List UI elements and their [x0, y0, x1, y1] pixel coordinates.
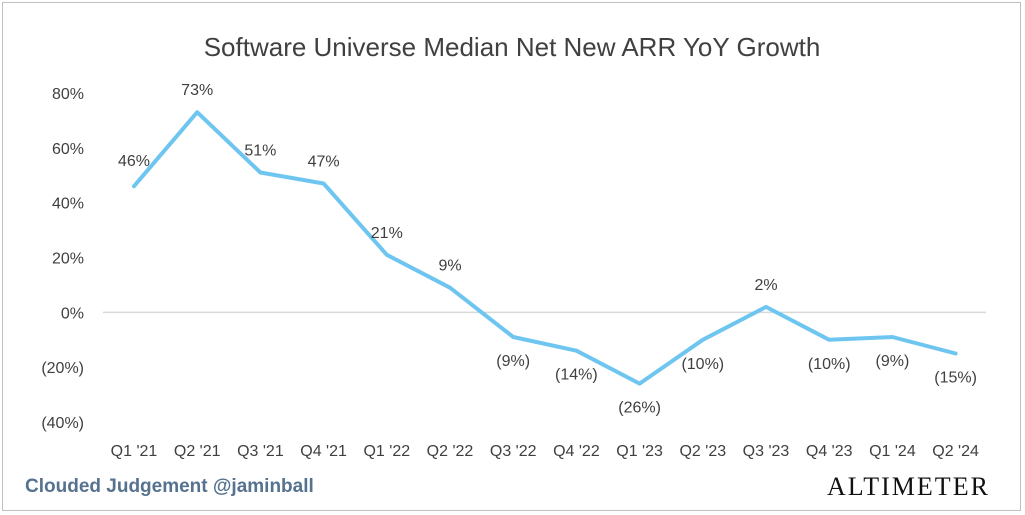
data-label: (15%) [934, 369, 977, 386]
y-tick-label: 0% [61, 305, 84, 322]
data-label: 2% [754, 277, 777, 294]
data-label: 21% [371, 225, 403, 242]
x-tick-label: Q3 '22 [490, 443, 537, 460]
credit-text: Clouded Judgement @jaminball [25, 476, 314, 497]
data-label: 9% [438, 258, 461, 275]
y-tick-label: (20%) [41, 360, 84, 377]
x-axis-ticks: Q1 '21 Q2 '21 Q3 '21 Q4 '21 Q1 '22 Q2 '22 Q3 '… [111, 443, 979, 460]
data-label: (26%) [618, 400, 661, 417]
x-tick-label: Q1 '22 [363, 443, 410, 460]
data-label: (9%) [496, 353, 530, 370]
y-tick-label: (40%) [41, 415, 84, 432]
x-tick-label: Q4 '23 [806, 443, 853, 460]
data-label: 73% [181, 82, 213, 99]
data-label: (9%) [876, 353, 910, 370]
chart-title: Software Universe Median Net New ARR YoY… [204, 32, 821, 62]
x-tick-label: Q3 '21 [237, 443, 284, 460]
y-tick-label: 60% [52, 141, 84, 158]
x-tick-label: Q1 '23 [616, 443, 663, 460]
x-tick-label: Q2 '24 [932, 443, 979, 460]
data-labels: 46% 73% 51% 47% 21% 9% (9%) (14%) (26%) (10%) 2% (1… [118, 82, 977, 416]
x-tick-label: Q2 '23 [679, 443, 726, 460]
data-label: 51% [244, 143, 276, 160]
data-label: (14%) [555, 367, 598, 384]
y-tick-label: 40% [52, 196, 84, 213]
x-tick-label: Q4 '22 [553, 443, 600, 460]
x-tick-label: Q1 '21 [111, 443, 158, 460]
x-tick-label: Q2 '22 [427, 443, 474, 460]
data-label: (10%) [808, 356, 851, 373]
x-tick-label: Q3 '23 [743, 443, 790, 460]
data-label: (10%) [681, 356, 724, 373]
data-label: 47% [308, 153, 340, 170]
data-label: 46% [118, 153, 150, 170]
altimeter-logo: ALTIMETER [827, 472, 990, 501]
y-tick-label: 20% [52, 251, 84, 268]
x-tick-label: Q2 '21 [174, 443, 221, 460]
x-tick-label: Q4 '21 [300, 443, 347, 460]
y-tick-label: 80% [52, 86, 84, 103]
x-tick-label: Q1 '24 [869, 443, 916, 460]
y-axis-ticks: 80% 60% 40% 20% 0% (20%) (40%) [41, 86, 84, 432]
series-line [132, 110, 958, 386]
